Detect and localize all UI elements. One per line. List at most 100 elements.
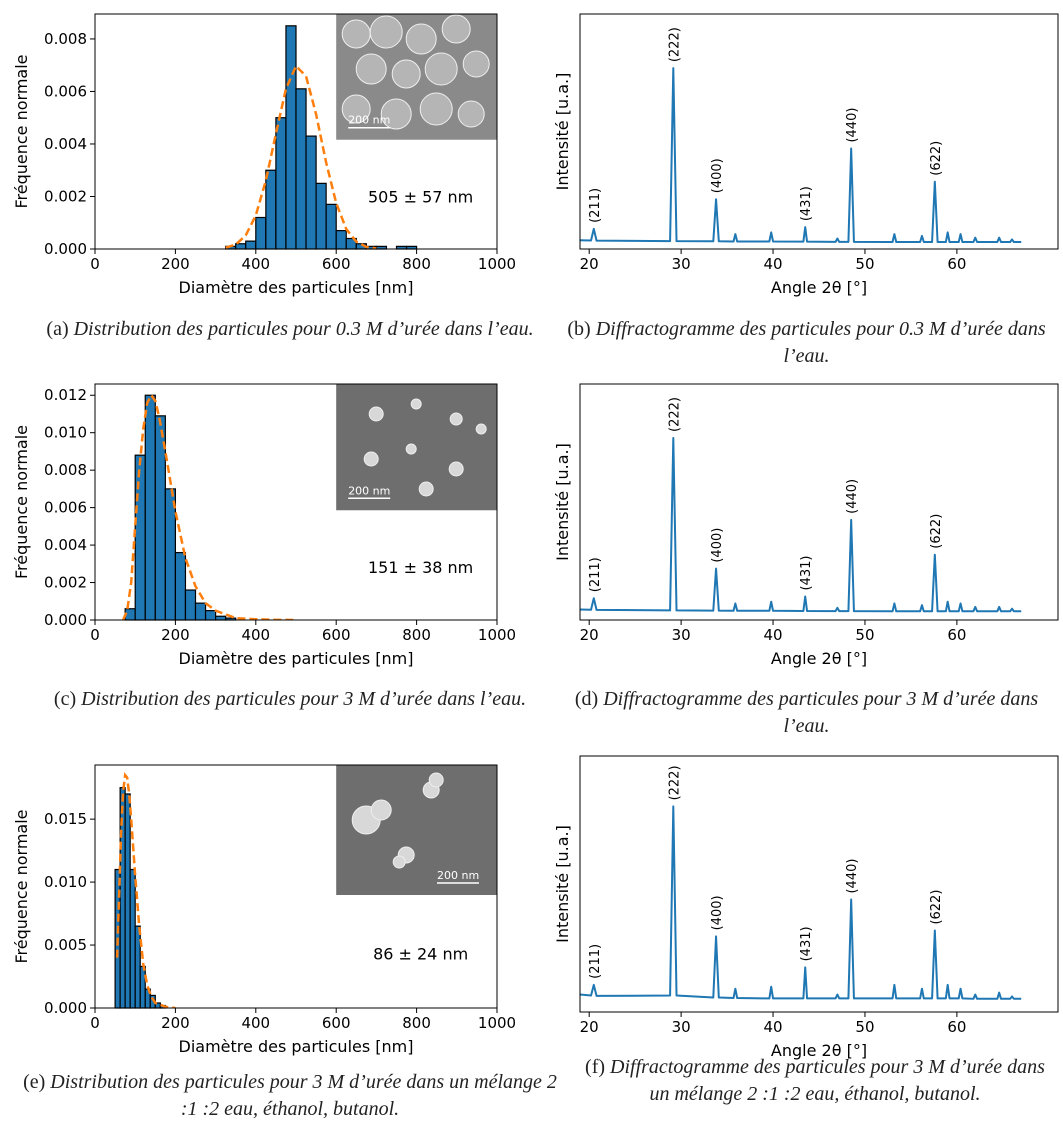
bar — [265, 169, 277, 250]
scale-label: 200 nm — [437, 869, 479, 882]
axes-frame — [579, 13, 1059, 250]
y-axis-label: Intensité [u.a.] — [553, 443, 572, 561]
peak-label: (431) — [799, 926, 814, 961]
line — [580, 436, 1022, 613]
peak-label: (622) — [929, 890, 944, 925]
peak-label: (431) — [799, 556, 814, 591]
x-tick-label: 20 — [580, 1018, 599, 1036]
y-axis-label: Intensité [u.a.] — [553, 825, 572, 943]
x-tick-label: 60 — [947, 1018, 966, 1036]
peak-label: (400) — [710, 895, 725, 930]
axes-frame — [94, 13, 498, 250]
x-tick-label: 0 — [90, 255, 100, 273]
x-tick-label: 30 — [672, 626, 691, 644]
caption-text: Distribution des particules pour 0.3 M d… — [73, 318, 534, 340]
inset-particle — [419, 92, 453, 126]
annotation: 86 ± 24 nm — [373, 945, 468, 964]
caption-text: Diffractogramme des particules pour 0.3 … — [595, 318, 1046, 367]
inset-particle — [441, 14, 471, 44]
y-tick-label: 0.008 — [44, 461, 87, 479]
line — [580, 805, 1022, 1000]
bar — [124, 793, 131, 1009]
caption: (b) Diffractogramme des particules pour … — [550, 316, 1063, 370]
y-tick-label: 0.004 — [44, 135, 87, 153]
inset-particle — [448, 461, 464, 477]
inset-particle — [475, 423, 487, 435]
x-tick-label: 20 — [580, 255, 599, 273]
inset-particle — [418, 481, 434, 497]
x-tick-label: 0 — [90, 1014, 100, 1032]
caption: (a) Distribution des particules pour 0.3… — [40, 316, 540, 343]
x-tick-label: 200 — [161, 1014, 190, 1032]
inset-particle — [405, 443, 417, 455]
caption-text: Diffractogramme des particules pour 3 M … — [603, 688, 1039, 737]
scale-label: 200 nm — [348, 484, 390, 497]
caption-label: (c) — [53, 688, 77, 710]
y-axis-label: Fréquence normale — [12, 425, 31, 579]
x-tick-label: 60 — [947, 255, 966, 273]
y-tick-label: 0.005 — [44, 936, 87, 954]
peak-label: (431) — [799, 186, 814, 221]
bar — [305, 135, 317, 250]
peak-label: (222) — [667, 27, 682, 62]
bar — [129, 868, 136, 1009]
bar — [134, 454, 146, 621]
bar — [245, 240, 257, 250]
bar — [174, 551, 187, 621]
x-tick-label: 0 — [90, 626, 100, 644]
peak-label: (400) — [710, 528, 725, 563]
inset-particle — [462, 50, 490, 78]
bar — [275, 117, 287, 250]
y-tick-label: 0.004 — [44, 536, 87, 554]
x-tick-label: 600 — [322, 255, 351, 273]
caption-label: (d) — [574, 688, 599, 710]
bar — [204, 610, 217, 621]
fit-curve — [121, 392, 297, 620]
peak-label: (211) — [588, 944, 603, 979]
fit-curve — [115, 771, 176, 1008]
peak-label: (622) — [929, 514, 944, 549]
caption-label: (a) — [46, 318, 69, 340]
caption: (c) Distribution des particules pour 3 M… — [40, 686, 540, 713]
inset-particle — [391, 59, 421, 89]
bar — [184, 589, 197, 621]
y-axis-label: Intensité [u.a.] — [553, 73, 572, 191]
y-tick-label: 0.010 — [44, 873, 87, 891]
bar — [285, 25, 297, 250]
x-tick-label: 200 — [161, 255, 190, 273]
inset-particle — [424, 52, 458, 86]
x-axis-label: Diamètre des particules [nm] — [179, 278, 414, 297]
y-tick-label: 0.006 — [44, 82, 87, 100]
bar — [315, 182, 327, 250]
inset-particle — [449, 412, 463, 426]
inset-particle — [405, 23, 437, 55]
peak-label: (440) — [845, 479, 860, 514]
peak-label: (211) — [588, 188, 603, 223]
y-tick-label: 0.000 — [44, 611, 87, 629]
caption-text: Distribution des particules pour 3 M d’u… — [81, 688, 527, 710]
peak-label: (222) — [667, 397, 682, 432]
x-tick-label: 40 — [763, 626, 782, 644]
x-tick-label: 400 — [241, 626, 270, 644]
x-tick-label: 50 — [855, 1018, 874, 1036]
caption: (d) Diffractogramme des particules pour … — [550, 686, 1063, 740]
caption: (e) Distribution des particules pour 3 M… — [15, 1069, 565, 1123]
x-tick-label: 60 — [947, 626, 966, 644]
x-tick-label: 40 — [763, 1018, 782, 1036]
peak-label: (400) — [710, 158, 725, 193]
peak-label: (440) — [845, 108, 860, 143]
x-tick-label: 30 — [672, 255, 691, 273]
peak-label: (622) — [929, 141, 944, 176]
y-tick-label: 0.008 — [44, 30, 87, 48]
bar — [215, 615, 227, 621]
y-axis-label: Fréquence normale — [12, 809, 31, 963]
x-axis-label: Angle 2θ [°] — [771, 649, 867, 668]
bar — [139, 965, 146, 1009]
bar — [335, 230, 347, 250]
x-axis-label: Diamètre des particules [nm] — [179, 1037, 414, 1056]
x-tick-label: 1000 — [478, 255, 516, 273]
caption-label: (f) — [585, 1056, 606, 1078]
line — [580, 67, 1022, 244]
y-tick-label: 0.000 — [44, 240, 87, 258]
